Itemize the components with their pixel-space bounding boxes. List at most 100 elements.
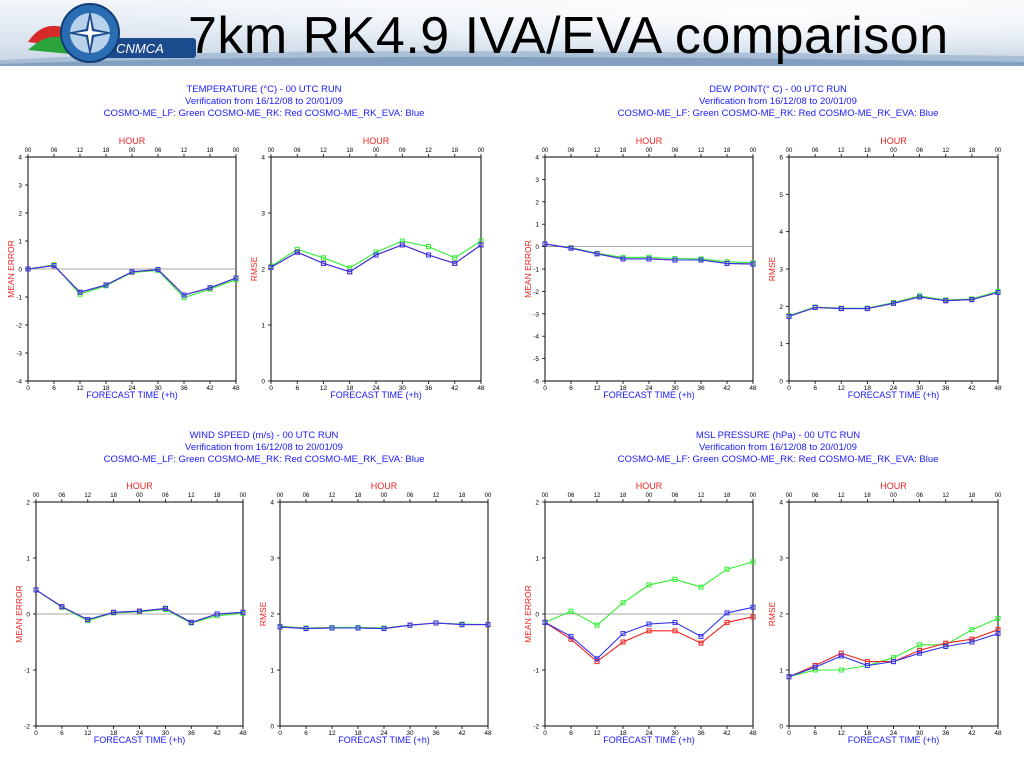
panel-title-line3: COSMO-ME_LF: Green COSMO-ME_RK: Red COSM… [617,108,939,119]
hour-tick-label: 06 [303,493,310,499]
plot-frame [279,501,489,727]
hour-tick-label: 06 [672,493,679,499]
y-tick-label: 0 [270,724,274,731]
x-tick-label: 36 [425,385,433,392]
data-point-blue [672,619,678,625]
data-point-blue [838,653,844,659]
data-point-blue [268,264,274,270]
hour-tick-label: 12 [838,493,845,499]
x-tick-label: 42 [458,730,466,737]
hour-tick-label: 00 [890,493,897,499]
hour-tick-label: 00 [646,148,653,154]
hour-axis-label: HOUR [119,136,146,146]
x-tick-label: 0 [278,730,282,737]
y-tick-label: 2 [261,267,265,274]
data-point-blue [240,609,246,615]
x-tick-label: 12 [320,385,328,392]
hour-tick-label: 12 [698,493,705,499]
data-point-blue [59,604,65,610]
data-point-blue [750,604,756,610]
data-point-blue [943,298,949,304]
data-point-blue [698,257,704,263]
data-point-blue [620,256,626,262]
series-line-green [544,561,754,626]
hour-tick-label: 12 [188,493,195,499]
data-point-blue [162,605,168,611]
series-line-blue [544,606,754,660]
hour-tick-label: 18 [355,493,362,499]
x-axis-label: FORECAST TIME (+h) [848,390,939,400]
data-point-blue [864,663,870,669]
hour-tick-label: 00 [25,148,32,154]
y-tick-label: 2 [270,612,274,619]
data-point-green [995,615,1001,621]
data-point-blue [303,626,309,632]
hour-tick-label: 12 [329,493,336,499]
y-tick-label: 2 [18,211,22,218]
hour-tick-label: 06 [812,148,819,154]
x-tick-label: 24 [645,730,653,737]
hour-tick-label: 12 [942,493,949,499]
data-point-green [426,244,431,250]
data-point-blue [750,261,756,267]
y-tick-label: 0 [18,267,22,274]
data-point-blue [646,256,652,262]
data-point-red [568,636,574,642]
data-point-blue [786,313,792,319]
y-tick-label: 1 [18,239,22,246]
plot-frame [788,156,999,382]
hour-axis-label: HOUR [363,136,390,146]
y-axis-label: RMSE [258,601,268,626]
x-tick-label: 30 [154,385,162,392]
panel-title-line3: COSMO-ME_LF: Green COSMO-ME_RK: Red COSM… [617,454,939,465]
y-tick-label: 2 [26,500,30,507]
hour-tick-label: 06 [812,493,819,499]
x-tick-label: 48 [994,730,1002,737]
data-point-blue [698,633,704,639]
hour-tick-label: 12 [942,148,949,154]
y-axis-label: RMSE [249,256,259,281]
hour-tick-label: 18 [864,148,871,154]
hour-tick-label: 06 [568,493,575,499]
data-point-blue [568,245,574,251]
data-point-red [646,628,652,634]
slide-banner: CNMCA 7km RK4.9 IVA/EVA comparison [0,0,1024,66]
data-point-blue [917,294,923,300]
hour-tick-label: 12 [84,493,91,499]
y-tick-label: 4 [18,155,22,162]
y-tick-label: 4 [779,500,783,507]
series-line-green [788,617,999,678]
x-tick-label: 24 [890,385,898,392]
hour-axis-label: HOUR [636,481,663,491]
y-axis-label: MEAN ERROR [523,585,533,643]
hour-tick-label: 12 [594,493,601,499]
y-tick-label: 2 [779,304,783,311]
y-tick-label: 3 [18,183,22,190]
series-line-blue [544,243,754,265]
hour-tick-label: 00 [268,148,275,154]
y-tick-label: 0 [535,244,539,251]
y-tick-label: 3 [261,211,265,218]
x-axis-label: FORECAST TIME (+h) [330,390,421,400]
hour-tick-label: 18 [969,493,976,499]
y-tick-label: 0 [261,379,265,386]
data-point-green [672,576,678,582]
x-tick-label: 24 [372,385,380,392]
x-tick-label: 0 [269,385,273,392]
data-point-blue [891,300,896,306]
data-point-blue [155,267,161,273]
data-point-blue [672,257,678,263]
panel-dewpoint: DEW POINT(° C) - 00 UTC RUN Verification… [528,84,1024,424]
x-tick-label: 48 [484,730,492,737]
x-tick-label: 12 [838,730,846,737]
hour-tick-label: 00 [136,493,143,499]
data-point-green [452,255,458,261]
x-tick-label: 30 [916,730,924,737]
y-tick-label: -2 [16,323,22,330]
data-point-red [969,636,975,642]
panel-title-line1: WIND SPEED (m/s) - 00 UTC RUN [189,430,339,441]
data-point-red [698,640,704,646]
data-point-blue [995,631,1001,637]
y-tick-label: 4 [261,155,265,162]
x-tick-label: 0 [787,385,791,392]
